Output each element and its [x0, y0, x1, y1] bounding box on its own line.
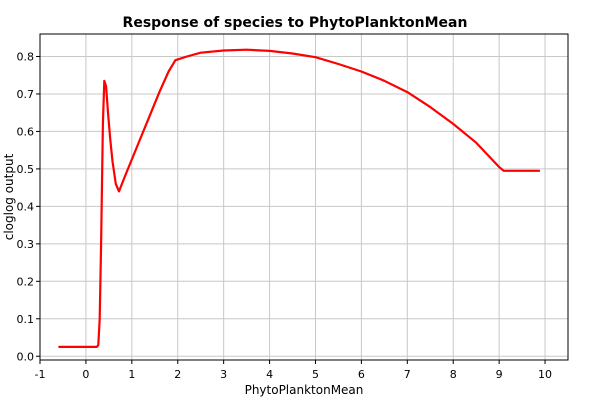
x-tick-label: -1 — [35, 368, 46, 381]
series-line-0 — [58, 48, 541, 348]
y-tick-label: 0.4 — [17, 200, 35, 213]
y-axis-label: cloglog output — [2, 153, 16, 240]
x-tick-label: 3 — [220, 368, 227, 381]
x-tick-label: 1 — [128, 368, 135, 381]
x-tick-label: 4 — [266, 368, 273, 381]
axis-ticks: -1 0 1 2 3 4 5 6 7 8 9 10 0.0 0.1 0.2 0.3 0.4 0.5 0.6 0.7 0.… — [17, 50, 553, 381]
x-tick-label: 0 — [82, 368, 89, 381]
y-tick-label: 0.6 — [17, 125, 35, 138]
x-tick-label: 7 — [404, 368, 411, 381]
chart-title: Response of species to PhytoPlanktonMean — [123, 15, 468, 31]
x-tick-label: 5 — [312, 368, 319, 381]
y-tick-label: 0.3 — [17, 238, 35, 251]
x-tick-label: 8 — [450, 368, 457, 381]
plot-frame — [39, 33, 569, 361]
y-tick-label: 0.7 — [17, 88, 35, 101]
y-tick-label: 0.2 — [17, 275, 35, 288]
y-tick-label: 0.1 — [17, 313, 35, 326]
x-tick-label: 2 — [174, 368, 181, 381]
x-tick-label: 6 — [358, 368, 365, 381]
series-layer — [58, 48, 541, 348]
x-axis-label: PhytoPlanktonMean — [245, 383, 364, 397]
y-tick-label: 0.0 — [17, 350, 35, 363]
y-tick-label: 0.5 — [17, 163, 35, 176]
x-tick-label: 9 — [496, 368, 503, 381]
grid — [39, 34, 568, 360]
x-tick-label: 10 — [538, 368, 552, 381]
y-tick-label: 0.8 — [17, 50, 35, 63]
